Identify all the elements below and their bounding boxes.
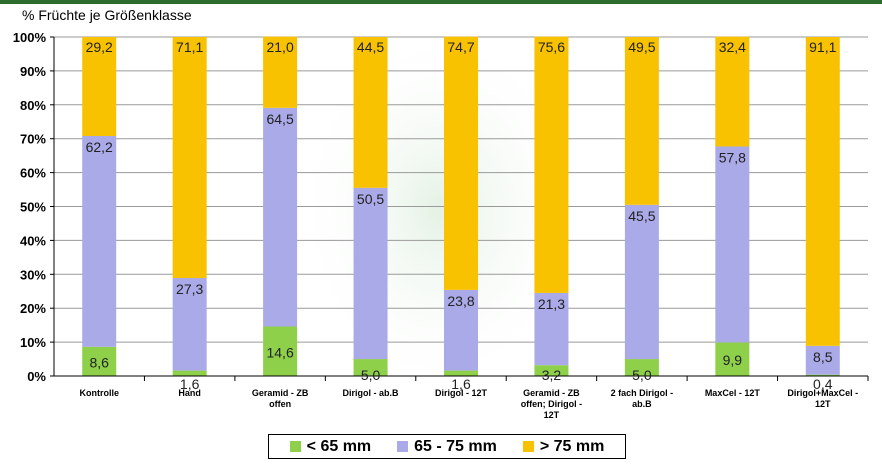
- data-label: 32,4: [719, 39, 746, 55]
- data-label: 50,5: [357, 191, 384, 207]
- y-axis-title: % Früchte je Größenklasse: [22, 7, 192, 23]
- data-label: 5,0: [632, 367, 652, 383]
- bar-segment: [715, 342, 750, 376]
- x-tick-label: offen; Dirigol -: [521, 399, 583, 409]
- data-label: 27,3: [176, 281, 203, 297]
- bar-segment: [624, 359, 659, 376]
- data-label: 14,6: [266, 344, 293, 360]
- legend-label-large: > 75 mm: [539, 437, 605, 455]
- bar-segment: [82, 37, 117, 136]
- bar-segment: [805, 37, 840, 346]
- data-label: 45,5: [628, 208, 655, 224]
- data-label: 75,6: [538, 39, 565, 55]
- data-label: 44,5: [357, 39, 384, 55]
- bar-segment: [82, 346, 117, 376]
- x-tick-label: MaxCel - 12T: [705, 388, 761, 398]
- data-label: 62,2: [86, 139, 113, 155]
- bar-segment: [353, 37, 388, 188]
- data-label: 9,9: [723, 352, 743, 368]
- x-tick-label: Dirigol - 12T: [435, 388, 488, 398]
- bar-segment: [172, 37, 207, 279]
- data-label: 1,6: [180, 376, 200, 392]
- data-label: 74,7: [447, 39, 474, 55]
- x-tick-label: Geramid - ZB: [523, 388, 580, 398]
- data-label: 3,2: [542, 367, 562, 383]
- data-label: 23,8: [447, 293, 474, 309]
- data-label: 21,0: [266, 39, 293, 55]
- x-tick-label: Kontrolle: [79, 388, 119, 398]
- bar-segment: [353, 187, 388, 360]
- bar-segment: [82, 135, 117, 347]
- x-tick-label: Hand: [178, 388, 201, 398]
- x-tick-label: ab.B: [632, 399, 652, 409]
- data-label: 64,5: [266, 111, 293, 127]
- x-tick-label: Geramid - ZB: [252, 388, 309, 398]
- legend-item-large: > 75 mm: [522, 437, 605, 456]
- x-tick-label: 2 fach Dirigol -: [611, 388, 674, 398]
- y-tick-label: 70%: [20, 132, 46, 147]
- data-label: 71,1: [176, 39, 203, 55]
- y-tick-label: 80%: [20, 98, 46, 113]
- y-tick-label: 40%: [20, 233, 46, 248]
- bar-segment: [534, 36, 569, 293]
- legend-label-medium: 65 - 75 mm: [414, 437, 497, 455]
- bar-segment: [805, 374, 840, 376]
- top-border: [0, 0, 882, 4]
- bar-segment: [715, 36, 750, 147]
- data-label: 0,4: [813, 376, 833, 392]
- y-tick-label: 20%: [20, 301, 46, 316]
- y-tick-label: 50%: [20, 200, 46, 215]
- bar-segment: [624, 204, 659, 360]
- data-label: 57,8: [719, 149, 746, 165]
- legend: < 65 mm 65 - 75 mm > 75 mm: [268, 434, 626, 459]
- y-tick-label: 30%: [20, 267, 46, 282]
- y-tick-label: 90%: [20, 64, 46, 79]
- bar-segment: [534, 292, 569, 366]
- bar-segment: [263, 36, 298, 108]
- data-label: 5,0: [361, 367, 381, 383]
- bar-segment: [444, 289, 478, 371]
- data-label: 91,1: [809, 39, 836, 55]
- bar-segment: [353, 359, 388, 376]
- data-label: 1,6: [451, 376, 471, 392]
- bar-segment: [444, 36, 478, 290]
- y-tick-label: 10%: [20, 335, 46, 350]
- bar-segment: [263, 107, 298, 327]
- legend-item-small: < 65 mm: [289, 437, 372, 456]
- bar-segment: [263, 326, 298, 376]
- legend-label-small: < 65 mm: [306, 437, 372, 455]
- bar-segment: [715, 146, 750, 343]
- bar-segment: [444, 370, 478, 376]
- stacked-bar-chart: 0% 10% 20% 30% 40% 50% 60% 70% 80% 90% 100% 8,6 62,…: [13, 20, 869, 420]
- data-label: 21,3: [538, 296, 565, 312]
- bar-segment: [534, 365, 569, 376]
- legend-swatch-medium: [397, 441, 409, 452]
- legend-swatch-small: [289, 441, 301, 452]
- bar-segment: [805, 345, 840, 375]
- y-tick-label: 100%: [13, 30, 47, 45]
- legend-item-medium: 65 - 75 mm: [397, 438, 497, 456]
- y-tick-label: 0%: [27, 369, 46, 384]
- x-tick-label: Dirigol+MaxCel -: [787, 388, 858, 398]
- data-label: 29,2: [86, 39, 113, 55]
- x-tick-label: offen: [269, 399, 291, 409]
- data-label: 8,6: [89, 354, 109, 370]
- x-tick-label: 12T: [544, 410, 560, 420]
- data-label: 49,5: [628, 39, 655, 55]
- bar-segment: [624, 37, 659, 205]
- y-tick-label: 60%: [20, 166, 46, 181]
- bar-segment: [172, 278, 207, 371]
- data-label: 8,5: [813, 349, 833, 365]
- x-tick-label: Dirigol - ab.B: [343, 388, 400, 398]
- x-tick-label: 12T: [815, 399, 831, 409]
- bar-segment: [172, 370, 207, 376]
- legend-swatch-large: [522, 441, 534, 452]
